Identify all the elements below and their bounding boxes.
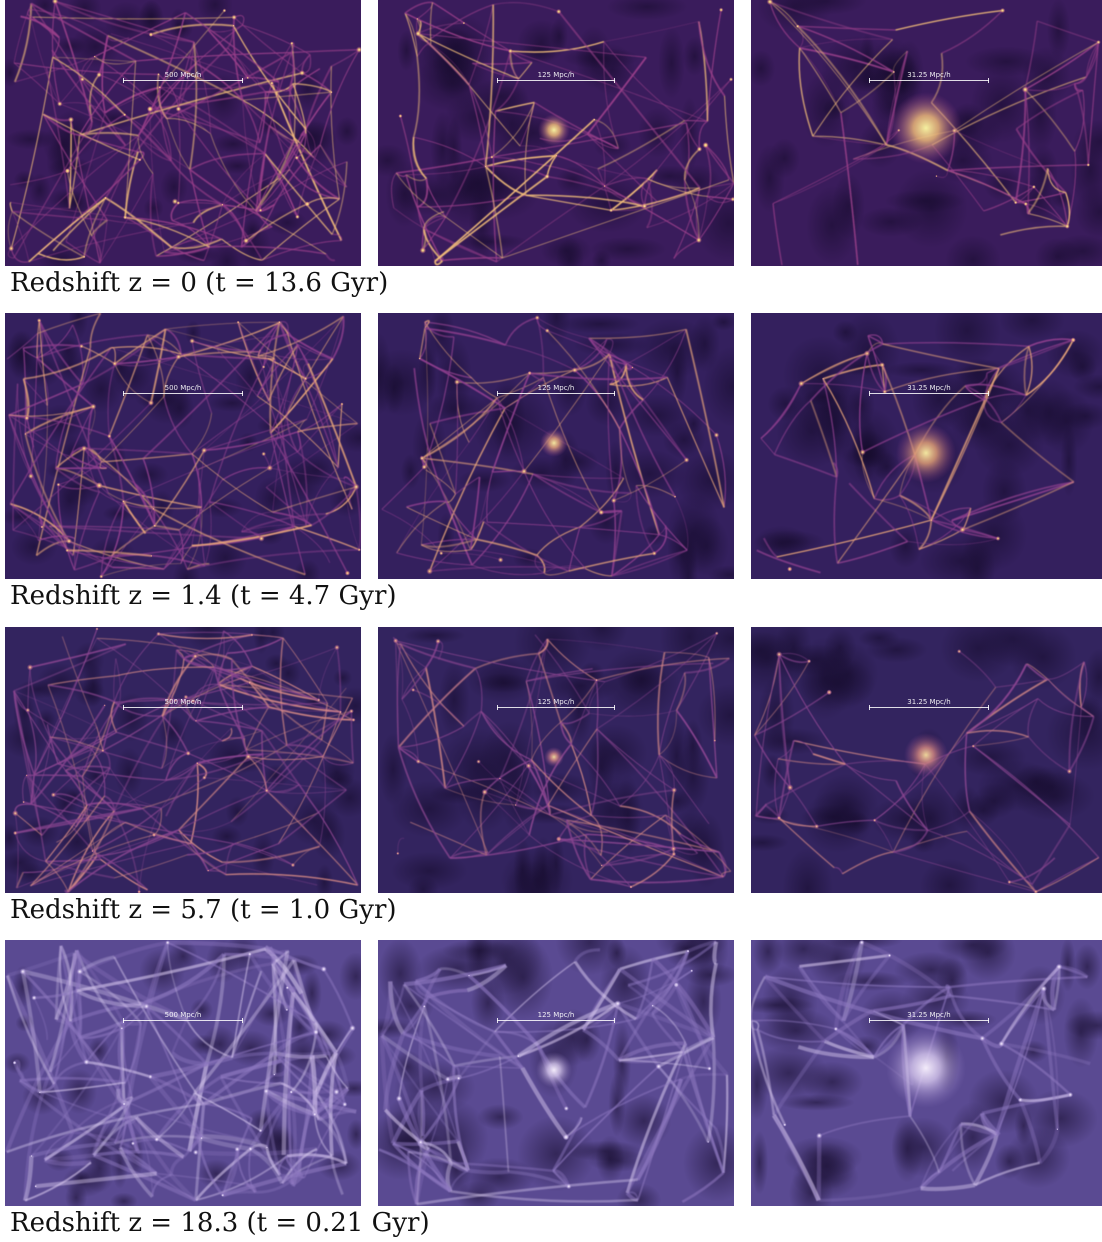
simulation-panel: 31.25 Mpc/h: [751, 313, 1102, 579]
redshift-caption: Redshift z = 18.3 (t = 0.21 Gyr): [10, 1208, 430, 1238]
simulation-image: [5, 627, 361, 893]
scale-label: 125 Mpc/h: [537, 71, 575, 79]
redshift-caption: Redshift z = 5.7 (t = 1.0 Gyr): [10, 895, 397, 925]
scale-label: 500 Mpc/h: [164, 384, 202, 392]
scale-label: 31.25 Mpc/h: [907, 1011, 951, 1019]
scale-bar: [123, 391, 243, 396]
scale-label: 500 Mpc/h: [164, 1011, 202, 1019]
simulation-image: [751, 313, 1102, 579]
simulation-panel: 125 Mpc/h: [378, 940, 734, 1206]
scale-bar: [497, 705, 615, 710]
simulation-image: [751, 0, 1102, 266]
scale-bar: [869, 1018, 989, 1023]
simulation-image: [378, 627, 734, 893]
scale-bar: [497, 391, 615, 396]
simulation-panel: 31.25 Mpc/h: [751, 627, 1102, 893]
simulation-panel: 125 Mpc/h: [378, 0, 734, 266]
scale-bar: [869, 391, 989, 396]
scale-label: 500 Mpc/h: [164, 698, 202, 706]
simulation-image: [751, 940, 1102, 1206]
simulation-image: [378, 940, 734, 1206]
simulation-panel: 31.25 Mpc/h: [751, 0, 1102, 266]
scale-bar: [123, 1018, 243, 1023]
simulation-panel: 500 Mpc/h: [5, 627, 361, 893]
scale-bar: [497, 1018, 615, 1023]
scale-bar: [869, 705, 989, 710]
redshift-caption: Redshift z = 0 (t = 13.6 Gyr): [10, 268, 389, 298]
simulation-image: [5, 313, 361, 579]
simulation-image: [5, 0, 361, 266]
simulation-panel: 125 Mpc/h: [378, 313, 734, 579]
simulation-panel: 500 Mpc/h: [5, 313, 361, 579]
redshift-caption: Redshift z = 1.4 (t = 4.7 Gyr): [10, 581, 397, 611]
scale-label: 500 Mpc/h: [164, 71, 202, 79]
scale-label: 125 Mpc/h: [537, 698, 575, 706]
scale-label: 125 Mpc/h: [537, 1011, 575, 1019]
simulation-panel: 500 Mpc/h: [5, 0, 361, 266]
scale-label: 31.25 Mpc/h: [907, 71, 951, 79]
simulation-panel: 125 Mpc/h: [378, 627, 734, 893]
scale-bar: [123, 705, 243, 710]
scale-bar: [497, 78, 615, 83]
simulation-image: [378, 0, 734, 266]
scale-label: 125 Mpc/h: [537, 384, 575, 392]
scale-bar: [869, 78, 989, 83]
simulation-panel: 500 Mpc/h: [5, 940, 361, 1206]
simulation-image: [5, 940, 361, 1206]
scale-bar: [123, 78, 243, 83]
scale-label: 31.25 Mpc/h: [907, 384, 951, 392]
simulation-image: [751, 627, 1102, 893]
scale-label: 31.25 Mpc/h: [907, 698, 951, 706]
simulation-image: [378, 313, 734, 579]
simulation-panel: 31.25 Mpc/h: [751, 940, 1102, 1206]
